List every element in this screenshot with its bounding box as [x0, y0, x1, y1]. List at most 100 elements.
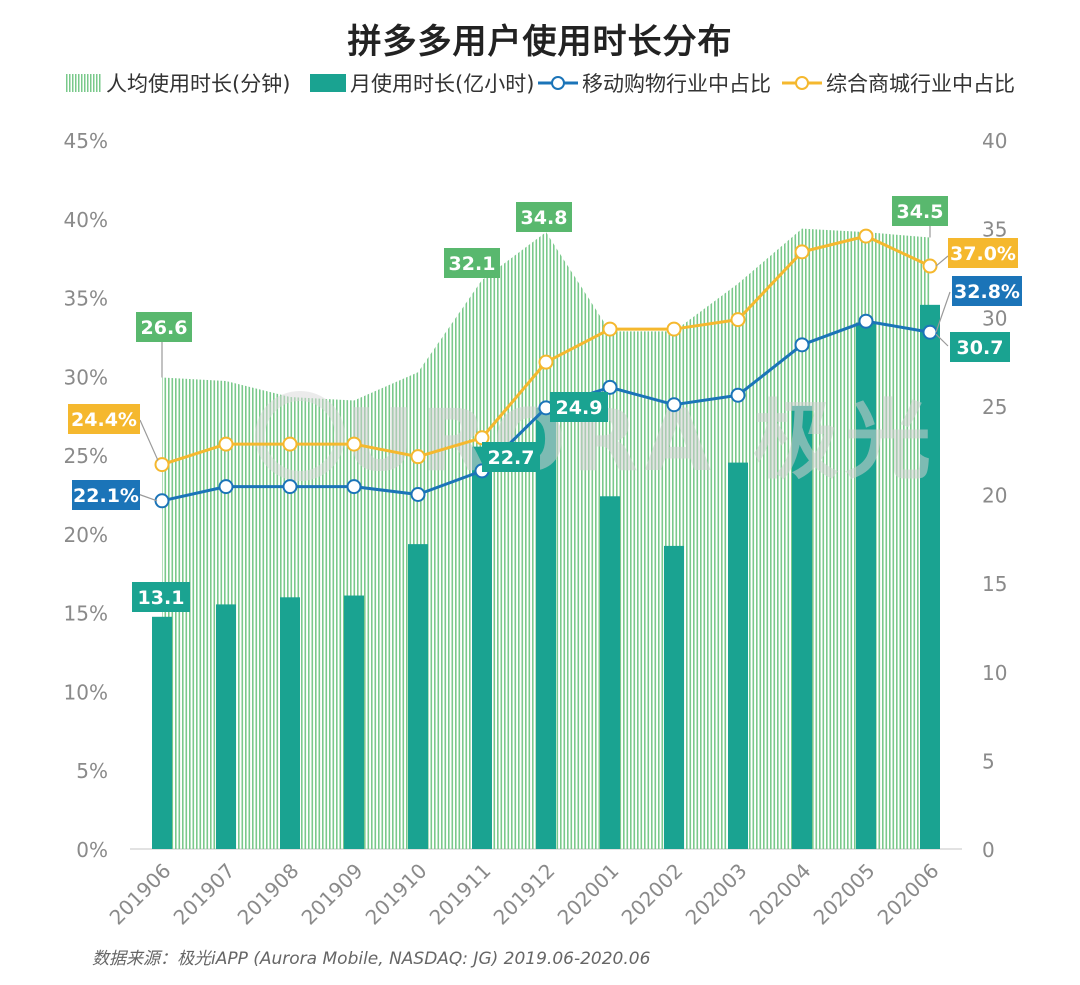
avg-duration-label: 32.1 [449, 253, 496, 275]
avg-duration-label-box [892, 196, 948, 226]
data-labels: 26.6 32.1 34.8 34.5 13.1 22.7 24.9 30.7 22.1% 32.… [68, 196, 1022, 612]
general-share-point [538, 354, 554, 370]
legend-line-marker-blue-icon [538, 76, 578, 90]
source-note: 数据来源：极光iAPP (Aurora Mobile, NASDAQ: JG) … [92, 949, 651, 969]
right-axis-tick-label: 20 [982, 484, 1007, 508]
monthly-duration-label-box [550, 392, 608, 422]
watermark-logo-icon [255, 391, 345, 481]
monthly-duration-label-box [132, 582, 190, 612]
general-share-label: 37.0% [950, 243, 1016, 265]
mobile-share-point [730, 387, 746, 403]
monthly-duration-label: 30.7 [957, 337, 1004, 359]
mobile-share-point [922, 324, 938, 340]
x-axis-tick-label: 202002 [617, 859, 688, 930]
legend-item-mobile-share[interactable]: 移动购物行业中占比 [538, 68, 771, 98]
general-share-point [858, 228, 874, 244]
left-axis-tick-label: 30% [64, 365, 108, 389]
mobile-share-label: 22.1% [73, 485, 139, 507]
bar-monthly-duration [664, 545, 684, 849]
bar-monthly-duration [280, 597, 300, 849]
legend-label-avg-duration: 人均使用时长(分钟) [106, 72, 291, 96]
legend-swatch-bar-icon [310, 74, 346, 92]
legend-label-general-share: 综合商城行业中占比 [826, 72, 1015, 96]
right-axis-tick-label: 15 [982, 572, 1007, 596]
right-axis-tick-label: 30 [982, 306, 1007, 330]
legend: 人均使用时长(分钟) 月使用时长(亿小时) 移动购物行业中占比 综合商城行业中占… [0, 68, 1080, 100]
bar-monthly-duration [536, 407, 556, 849]
legend-label-mobile-share: 移动购物行业中占比 [582, 72, 771, 96]
label-leader-line [137, 493, 158, 502]
mobile-share-label-box [952, 276, 1022, 306]
general-share-point [602, 321, 618, 337]
x-axis-tick-label: 201907 [169, 859, 240, 930]
x-axis-tick-label: 201910 [361, 859, 432, 930]
monthly-duration-label: 22.7 [488, 447, 535, 469]
x-axis-tick-label: 201912 [489, 859, 560, 930]
bar-monthly-duration [856, 322, 876, 849]
x-axis-tick-label: 201911 [425, 859, 496, 930]
mobile-share-label: 32.8% [954, 281, 1020, 303]
avg-duration-label-box [516, 202, 572, 232]
bar-monthly-duration [344, 595, 364, 849]
general-share-point [218, 436, 234, 452]
legend-swatch-area-icon [66, 74, 102, 92]
legend-label-monthly-duration: 月使用时长(亿小时) [350, 72, 535, 96]
x-axis-tick-label: 202006 [873, 859, 944, 930]
right-axis-tick-label: 35 [982, 218, 1007, 242]
right-axis-tick-label: 10 [982, 661, 1007, 685]
x-axis-tick-label: 201909 [297, 859, 368, 930]
x-axis-tick-label: 202005 [809, 859, 880, 930]
mobile-share-point [858, 313, 874, 329]
left-axis-tick-label: 5% [76, 759, 108, 783]
avg-duration-label: 34.5 [897, 201, 944, 223]
mobile-share-point [410, 487, 426, 502]
bar-monthly-duration [216, 604, 236, 849]
mobile-share-label-box [72, 480, 140, 510]
x-axis-tick-label: 201906 [105, 859, 176, 930]
general-share-point [282, 436, 298, 452]
left-axis-tick-label: 20% [64, 523, 108, 547]
general-share-point [730, 312, 746, 328]
x-axis-tick-label: 202004 [745, 859, 816, 930]
label-leader-line [935, 333, 949, 347]
label-leader-line [935, 291, 951, 333]
bar-monthly-duration [472, 446, 492, 849]
mobile-share-point [602, 379, 618, 395]
general-share-label-box [68, 404, 140, 434]
avg-duration-label-box [136, 312, 192, 342]
general-share-point [154, 457, 170, 473]
left-axis-tick-label: 45% [64, 129, 108, 153]
general-share-label: 24.4% [71, 409, 137, 431]
left-axis-tick-label: 0% [76, 838, 108, 862]
monthly-duration-bars [152, 304, 940, 849]
left-axis-tick-label: 25% [64, 444, 108, 468]
monthly-duration-label: 13.1 [138, 587, 185, 609]
bar-monthly-duration [728, 462, 748, 849]
watermark: URORA 极光 [255, 391, 937, 491]
left-axis-tick-label: 40% [64, 208, 108, 232]
legend-item-monthly-duration[interactable]: 月使用时长(亿小时) [310, 68, 534, 98]
left-axis-tick-label: 15% [64, 602, 108, 626]
mobile-share-point [346, 479, 362, 495]
general-share-point [922, 258, 938, 274]
right-axis-tick-label: 5 [982, 749, 995, 773]
legend-item-avg-duration[interactable]: 人均使用时长(分钟) [66, 68, 290, 98]
bar-monthly-duration [792, 405, 812, 849]
mobile-share-point [282, 479, 298, 495]
right-axis-tick-label: 0 [982, 838, 995, 862]
avg-duration-label-box [444, 248, 500, 278]
general-share-point [666, 321, 682, 337]
left-axis-tick-label: 35% [64, 287, 108, 311]
bar-monthly-duration [600, 496, 620, 849]
general-share-point [346, 436, 362, 452]
x-axis-tick-label: 201908 [233, 859, 304, 930]
general-share-point [410, 449, 426, 465]
legend-item-general-share[interactable]: 综合商城行业中占比 [782, 68, 1015, 98]
right-axis-tick-label: 25 [982, 395, 1007, 419]
avg-duration-label: 34.8 [521, 207, 568, 229]
mobile-share-point [154, 493, 170, 509]
watermark-text: URORA 极光 [345, 391, 937, 491]
avg-duration-label: 26.6 [141, 317, 188, 339]
general-share-point [794, 244, 810, 260]
